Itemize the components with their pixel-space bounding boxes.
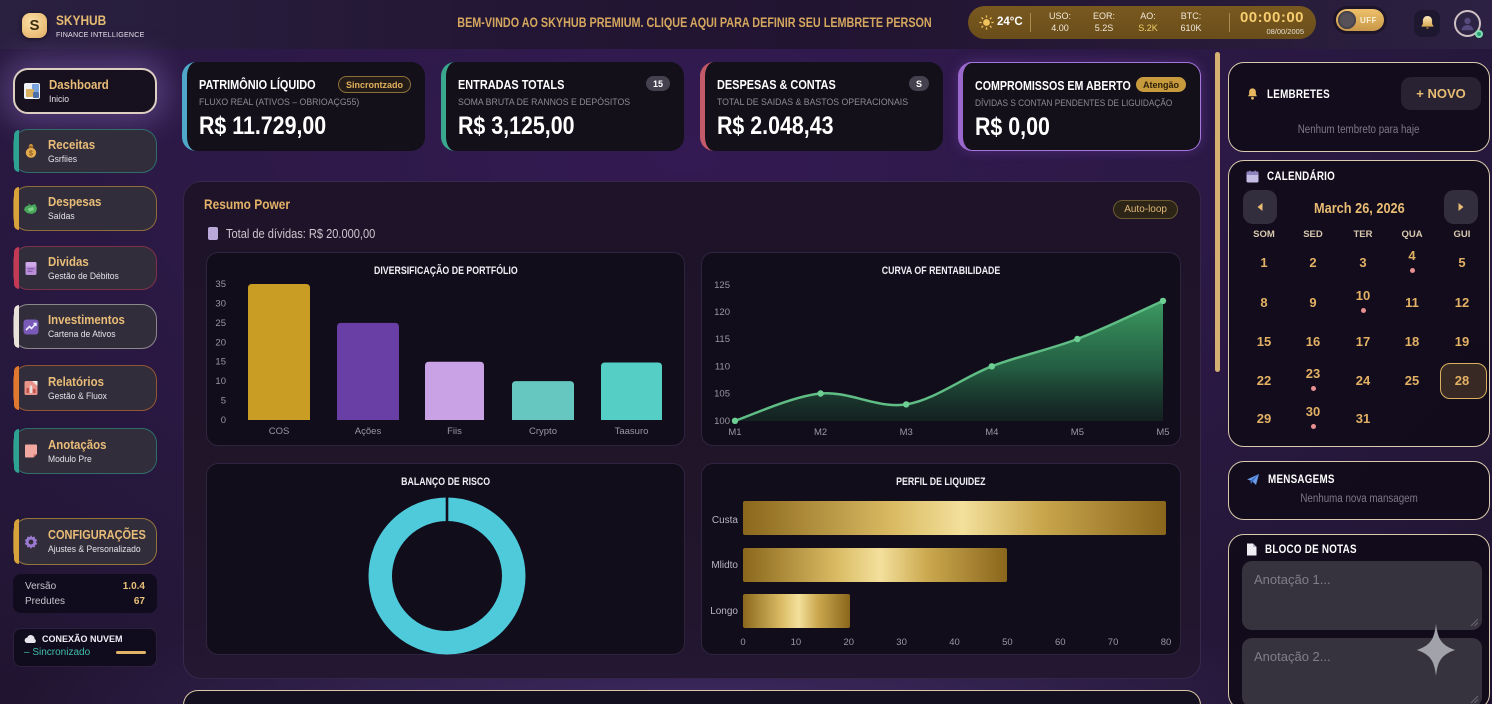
svg-text:M5: M5 (1156, 427, 1169, 438)
svg-text:Custa: Custa (712, 515, 739, 526)
svg-text:Ações: Ações (355, 426, 382, 437)
svg-text:105: 105 (714, 389, 730, 400)
svg-text:M2: M2 (814, 427, 827, 438)
svg-text:COS: COS (269, 426, 290, 437)
svg-text:60: 60 (1055, 637, 1066, 648)
svg-text:5: 5 (221, 396, 226, 407)
svg-text:Fiis: Fiis (447, 426, 462, 437)
svg-text:M4: M4 (985, 427, 998, 438)
svg-text:0: 0 (221, 415, 226, 426)
svg-text:70: 70 (1108, 637, 1119, 648)
svg-text:M3: M3 (900, 427, 913, 438)
svg-text:115: 115 (715, 334, 730, 345)
svg-text:50: 50 (1002, 637, 1013, 648)
svg-text:15: 15 (215, 357, 226, 368)
svg-text:80: 80 (1161, 637, 1172, 648)
svg-text:40: 40 (949, 637, 960, 648)
svg-text:30: 30 (215, 298, 226, 309)
svg-text:$: $ (29, 150, 33, 157)
svg-text:Taasuro: Taasuro (615, 426, 649, 437)
svg-text:20: 20 (844, 637, 855, 648)
svg-text:10: 10 (215, 376, 226, 387)
svg-text:20: 20 (215, 337, 226, 348)
svg-text:M5: M5 (1071, 427, 1084, 438)
svg-text:110: 110 (715, 361, 730, 372)
svg-text:100: 100 (714, 416, 730, 427)
svg-text:30: 30 (896, 637, 907, 648)
svg-text:Crypto: Crypto (529, 426, 557, 437)
svg-text:Mlidto: Mlidto (711, 560, 738, 571)
svg-text:M1: M1 (728, 427, 741, 438)
svg-text:35: 35 (215, 279, 226, 290)
svg-text:25: 25 (215, 318, 226, 329)
svg-text:Longo: Longo (710, 606, 738, 617)
svg-text:10: 10 (791, 637, 802, 648)
svg-text:0: 0 (740, 637, 745, 648)
svg-text:120: 120 (714, 307, 730, 318)
svg-text:125: 125 (714, 280, 730, 291)
